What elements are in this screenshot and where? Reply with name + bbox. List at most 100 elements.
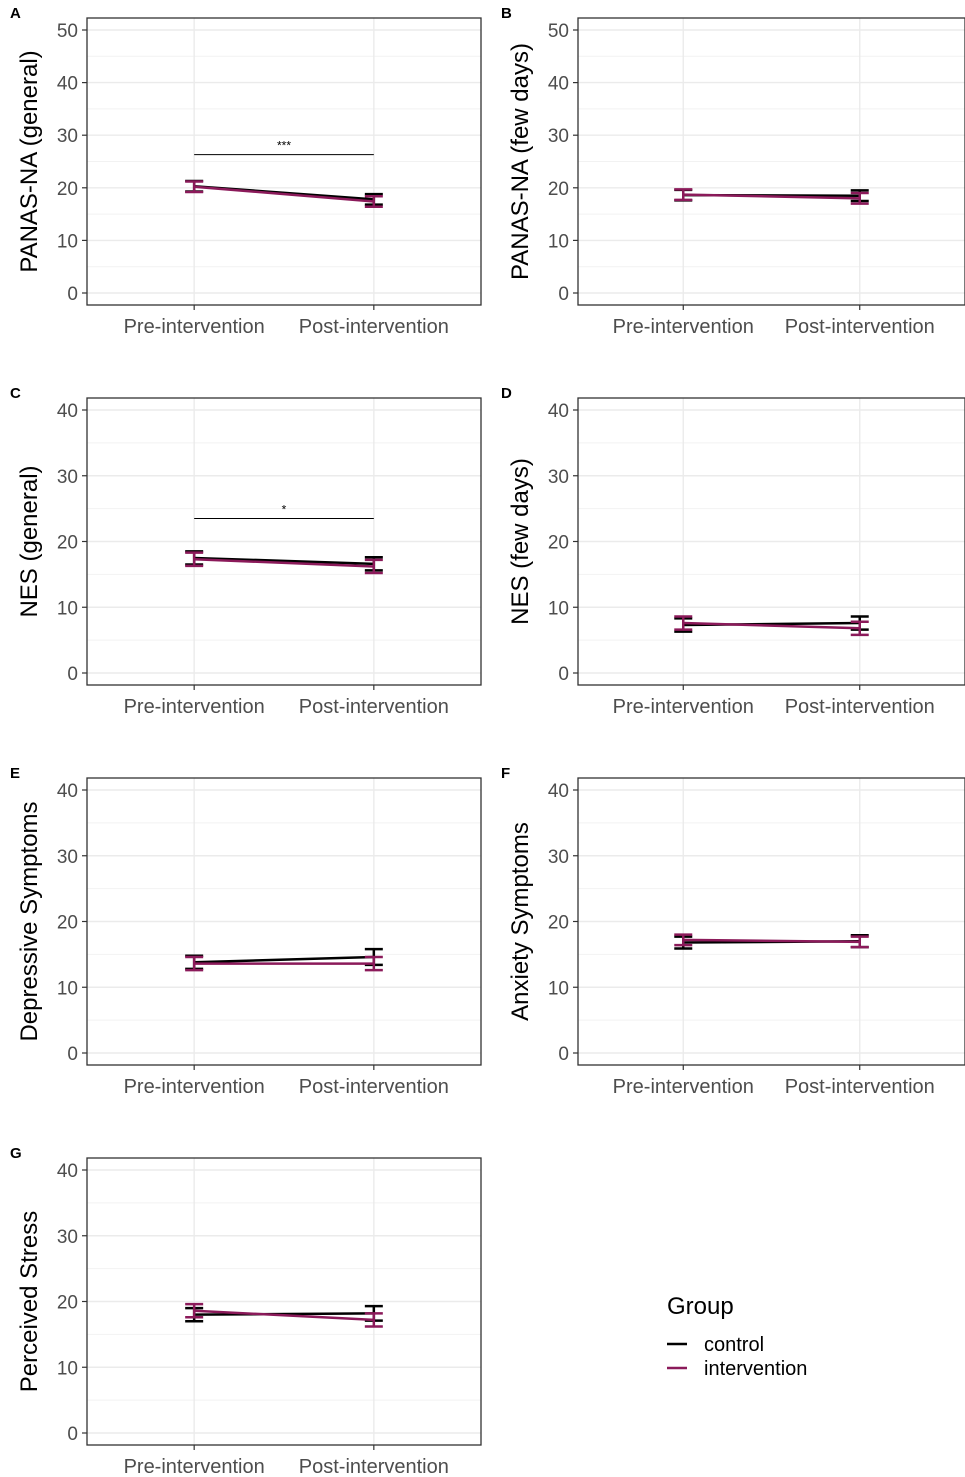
y-tick-label: 10	[57, 598, 78, 619]
y-tick-label: 20	[57, 179, 78, 200]
y-tick-label: 0	[558, 284, 569, 305]
panel-letter: F	[501, 765, 510, 782]
y-tick-label: 10	[57, 978, 78, 999]
x-tick-label: Pre-intervention	[613, 696, 754, 718]
series-line	[194, 955, 374, 964]
plot-border	[86, 1157, 482, 1446]
y-tick-label: 40	[57, 74, 78, 95]
y-tick-label: 30	[57, 467, 78, 488]
y-tick-label: 10	[548, 598, 569, 619]
y-tick-label: 40	[57, 781, 78, 802]
y-tick-label: 30	[548, 467, 569, 488]
y-tick-label: 0	[558, 1044, 569, 1065]
y-tick-label: 0	[558, 664, 569, 685]
y-tick-label: 30	[548, 126, 569, 147]
x-tick-label: Pre-intervention	[124, 316, 265, 338]
y-tick-label: 20	[57, 533, 78, 554]
y-tick-label: 10	[548, 978, 569, 999]
y-tick-label: 20	[548, 179, 569, 200]
x-tick-label: Pre-intervention	[124, 1456, 265, 1477]
y-tick-label: 0	[67, 284, 78, 305]
y-tick-label: 30	[548, 847, 569, 868]
chart-panels: 0 10 20 30 40 50 Pre-intervention Post-interven…	[10, 5, 965, 1477]
y-axis-label: PANAS-NA (general)	[16, 50, 43, 272]
series-intervention	[185, 1302, 383, 1328]
series-intervention	[674, 615, 869, 637]
series-intervention	[185, 551, 383, 575]
plot-border	[86, 777, 482, 1066]
x-tick-label: Pre-intervention	[613, 316, 754, 338]
x-tick-label: Post-intervention	[785, 1076, 935, 1098]
plot-border	[577, 17, 965, 306]
x-tick-label: Post-intervention	[299, 1456, 449, 1477]
y-tick-label: 30	[57, 1227, 78, 1248]
y-tick-label: 40	[548, 74, 569, 95]
y-axis-label: NES (general)	[16, 465, 43, 617]
y-axis-label: Anxiety Symptoms	[507, 822, 534, 1021]
series-line	[194, 185, 374, 203]
panel-f: 0 10 20 30 40 Pre-intervention Post-interventi…	[501, 765, 965, 1098]
legend-label-intervention: intervention	[704, 1358, 807, 1380]
significance-label: *	[282, 502, 287, 516]
y-tick-label: 50	[57, 21, 78, 42]
series-intervention	[185, 955, 383, 972]
panel-letter: C	[10, 385, 21, 402]
significance-label: ***	[277, 139, 291, 153]
y-tick-label: 10	[57, 231, 78, 252]
y-tick-label: 20	[57, 1293, 78, 1314]
panel-letter: A	[10, 5, 21, 22]
legend: Group control intervention	[667, 1293, 807, 1380]
y-tick-label: 0	[67, 1424, 78, 1445]
series-line	[683, 193, 860, 200]
x-tick-label: Post-intervention	[299, 696, 449, 718]
plot-border	[86, 17, 482, 306]
y-tick-label: 0	[67, 664, 78, 685]
y-axis-label: PANAS-NA (few days)	[507, 43, 534, 280]
panel-letter: D	[501, 385, 512, 402]
y-tick-label: 50	[548, 21, 569, 42]
series-intervention	[674, 933, 869, 949]
x-tick-label: Post-intervention	[785, 316, 935, 338]
y-axis-label: Depressive Symptoms	[16, 801, 43, 1041]
plot-border	[86, 397, 482, 686]
panel-g: 0 10 20 30 40 Pre-intervention Post-interventi…	[10, 1145, 482, 1477]
legend-title: Group	[667, 1293, 734, 1320]
panel-a: 0 10 20 30 40 50 Pre-intervention Post-interven…	[10, 5, 482, 338]
y-tick-label: 30	[57, 126, 78, 147]
y-tick-label: 0	[67, 1044, 78, 1065]
y-tick-label: 20	[57, 913, 78, 934]
y-tick-label: 30	[57, 847, 78, 868]
panel-letter: G	[10, 1145, 22, 1162]
series-line	[683, 621, 860, 630]
x-tick-label: Pre-intervention	[124, 1076, 265, 1098]
y-tick-label: 40	[57, 1161, 78, 1182]
y-tick-label: 40	[548, 401, 569, 422]
x-tick-label: Post-intervention	[299, 316, 449, 338]
plot-border	[577, 777, 965, 1066]
y-tick-label: 20	[548, 533, 569, 554]
legend-label-control: control	[704, 1334, 764, 1356]
series-line	[194, 1309, 374, 1322]
panel-d: 0 10 20 30 40 Pre-intervention Post-interventi…	[501, 385, 965, 718]
y-tick-label: 10	[548, 231, 569, 252]
x-tick-label: Post-intervention	[299, 1076, 449, 1098]
panel-letter: E	[10, 765, 20, 782]
series-line	[194, 556, 374, 566]
series-intervention	[674, 188, 869, 205]
y-tick-label: 20	[548, 913, 569, 934]
y-tick-label: 40	[548, 781, 569, 802]
x-tick-label: Pre-intervention	[124, 696, 265, 718]
series-line	[194, 558, 374, 568]
y-axis-label: Perceived Stress	[16, 1211, 43, 1392]
y-tick-label: 10	[57, 1358, 78, 1379]
series-line	[683, 938, 860, 944]
y-axis-label: NES (few days)	[507, 458, 534, 625]
series-intervention	[185, 180, 383, 208]
x-tick-label: Post-intervention	[785, 696, 935, 718]
panel-b: 0 10 20 30 40 50 Pre-intervention Post-interven…	[501, 5, 965, 338]
series-line	[194, 1312, 374, 1316]
panel-letter: B	[501, 5, 512, 22]
y-tick-label: 40	[57, 401, 78, 422]
panel-c: 0 10 20 30 40 Pre-intervention Post-interventi…	[10, 385, 482, 718]
